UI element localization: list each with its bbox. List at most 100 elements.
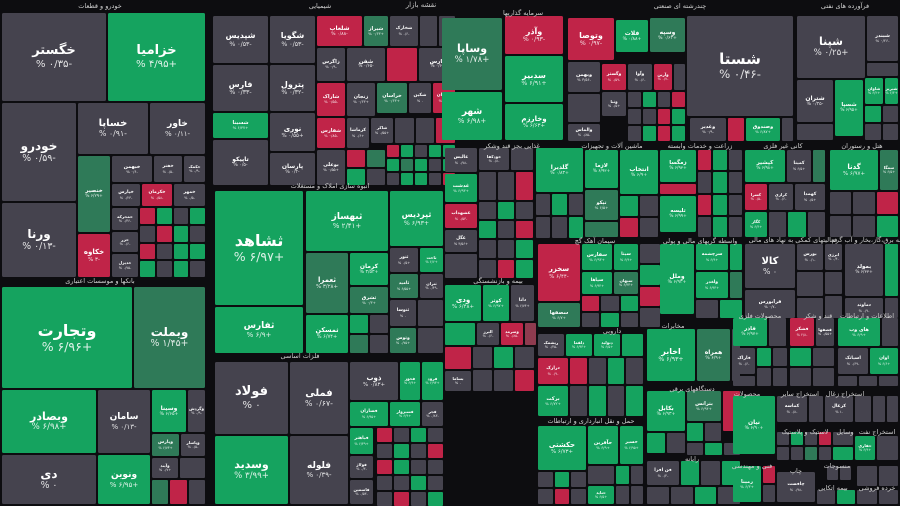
treemap-tile[interactable]: شفارس -۰/۸۵ % — [317, 118, 345, 148]
small-tile[interactable] — [367, 150, 385, 167]
small-tile[interactable] — [628, 126, 641, 141]
small-tile[interactable] — [667, 433, 685, 453]
treemap-tile[interactable]: سفارس +۶/۹۳ % — [582, 244, 612, 270]
small-tile[interactable] — [568, 194, 583, 215]
treemap-tile[interactable]: خنصیر +۶/۲۹ % — [78, 156, 110, 232]
small-tile[interactable] — [827, 466, 838, 480]
treemap-tile[interactable]: ونوین +۶/۹۵ % — [98, 455, 150, 504]
treemap-tile[interactable]: ثاخت +۶/۶ % — [420, 248, 443, 272]
small-tile[interactable] — [681, 461, 700, 485]
treemap-tile[interactable]: فولاد ۰ % — [215, 362, 288, 434]
treemap-tile[interactable]: کرماشا +۰/۶ % — [347, 118, 369, 148]
small-tile[interactable] — [367, 168, 385, 185]
small-tile[interactable] — [763, 485, 775, 502]
small-tile[interactable] — [791, 447, 803, 460]
treemap-tile[interactable]: خگستر -۰/۳۵ % — [2, 13, 106, 101]
small-tile[interactable] — [640, 217, 658, 237]
small-tile[interactable] — [642, 109, 656, 124]
small-tile[interactable] — [865, 106, 881, 122]
small-tile[interactable] — [515, 370, 534, 391]
small-tile[interactable] — [429, 159, 441, 171]
treemap-tile[interactable]: فسبزوار +۶/۹ % — [390, 402, 420, 426]
treemap-tile[interactable]: کالا ۰ % — [745, 244, 795, 288]
small-tile[interactable] — [370, 335, 388, 353]
small-tile[interactable] — [473, 347, 492, 368]
treemap-tile[interactable]: خودرو -۰/۵۹ % — [2, 103, 76, 201]
small-tile[interactable] — [807, 212, 825, 237]
treemap-tile[interactable]: غدشت +۶/۹۳ % — [445, 174, 477, 202]
treemap-tile[interactable]: وآرین -۰/۷ % — [654, 64, 672, 90]
treemap-tile[interactable]: دماوند -۰/۹ % — [845, 298, 883, 318]
treemap-tile[interactable]: ثفارس +۶/۹ % — [215, 307, 303, 353]
small-tile[interactable] — [782, 118, 793, 141]
small-tile[interactable] — [418, 300, 443, 326]
treemap-tile[interactable]: سبهان +۶/۳۳ % — [614, 272, 638, 294]
small-tile[interactable] — [428, 460, 443, 474]
treemap-tile[interactable]: وتوس +۰/۷۵ % — [390, 328, 416, 353]
small-tile[interactable] — [813, 348, 834, 366]
treemap-tile[interactable]: شلعاب -۰/۸۸ % — [317, 16, 362, 46]
small-tile[interactable] — [511, 148, 533, 170]
small-tile[interactable] — [773, 348, 787, 366]
treemap-tile[interactable]: خاور -۰/۱۱ % — [150, 103, 205, 154]
treemap-tile[interactable]: ودی +۶/۴۸ % — [445, 285, 481, 321]
small-tile[interactable] — [411, 444, 426, 458]
small-tile[interactable] — [620, 296, 638, 311]
treemap-tile[interactable]: خزر -۰/۶ % — [112, 232, 138, 252]
treemap-tile[interactable]: خمهر -۰/۵ % — [174, 184, 205, 206]
small-tile[interactable] — [411, 428, 426, 442]
treemap-tile[interactable]: نوری +۰/۵۵ % — [270, 113, 315, 151]
treemap-tile[interactable]: وبملت +۱/۴۵ % — [134, 287, 205, 388]
treemap-tile[interactable]: خساپا -۰/۹۱ % — [78, 103, 148, 154]
treemap-tile[interactable]: پارسان -۰/۴ % — [270, 153, 315, 185]
treemap-tile[interactable]: رمپنا +۶/۳ % — [733, 466, 761, 502]
small-tile[interactable] — [757, 348, 771, 366]
treemap-tile[interactable]: شاراک -۰/۵۵ % — [317, 83, 345, 116]
small-tile[interactable] — [428, 444, 443, 458]
treemap-tile[interactable]: سیتا +۶/۹ % — [614, 244, 638, 270]
small-tile[interactable] — [698, 194, 712, 215]
treemap-tile[interactable]: شکین ۰ % — [409, 83, 431, 113]
treemap-tile[interactable]: خپارس -۰/۲۳ % — [112, 184, 140, 206]
small-tile[interactable] — [855, 396, 871, 422]
small-tile[interactable] — [571, 472, 586, 487]
treemap-tile[interactable]: شخارک -۰/۶ % — [390, 16, 418, 46]
small-tile[interactable] — [620, 196, 638, 216]
small-tile[interactable] — [773, 368, 787, 386]
treemap-tile[interactable]: کرمان +۳/۵۳ % — [350, 253, 388, 285]
small-tile[interactable] — [728, 216, 742, 237]
small-tile[interactable] — [769, 212, 787, 237]
small-tile[interactable] — [713, 216, 727, 237]
small-tile[interactable] — [797, 124, 833, 140]
small-tile[interactable] — [479, 221, 496, 238]
treemap-tile[interactable]: سدبیر +۶/۹۱ % — [505, 56, 563, 102]
small-tile[interactable] — [156, 261, 172, 277]
small-tile[interactable] — [479, 202, 496, 219]
small-tile[interactable] — [140, 243, 155, 260]
treemap-tile[interactable]: والماس -۰/۸۵ % — [568, 124, 600, 141]
small-tile[interactable] — [445, 347, 471, 369]
treemap-tile[interactable]: خراسان +۰/۶۳ % — [377, 83, 407, 113]
small-tile[interactable] — [515, 347, 534, 368]
small-tile[interactable] — [420, 16, 437, 46]
small-tile[interactable] — [885, 298, 898, 318]
small-tile[interactable] — [657, 92, 671, 107]
treemap-tile[interactable]: وگردش -۰/۹ % — [188, 390, 205, 432]
treemap-tile[interactable]: خزامیا +۴/۹۵ % — [108, 13, 205, 101]
treemap-tile[interactable]: وسدید +۳/۹۹ % — [215, 436, 288, 504]
small-tile[interactable] — [730, 272, 742, 298]
small-tile[interactable] — [876, 192, 898, 214]
small-tile[interactable] — [415, 145, 427, 157]
small-tile[interactable] — [156, 225, 172, 242]
small-tile[interactable] — [445, 254, 477, 278]
treemap-tile[interactable]: برکت +۶/۷۲ % — [538, 386, 568, 416]
small-tile[interactable] — [156, 208, 172, 224]
small-tile[interactable] — [415, 159, 427, 171]
small-tile[interactable] — [886, 396, 898, 422]
small-tile[interactable] — [705, 443, 722, 455]
treemap-tile[interactable]: دتولید +۶/۵ % — [594, 334, 620, 356]
small-tile[interactable] — [642, 92, 656, 107]
small-tile[interactable] — [347, 150, 365, 167]
small-tile[interactable] — [140, 208, 155, 224]
treemap-tile[interactable]: بساما ۰ % — [445, 371, 471, 391]
